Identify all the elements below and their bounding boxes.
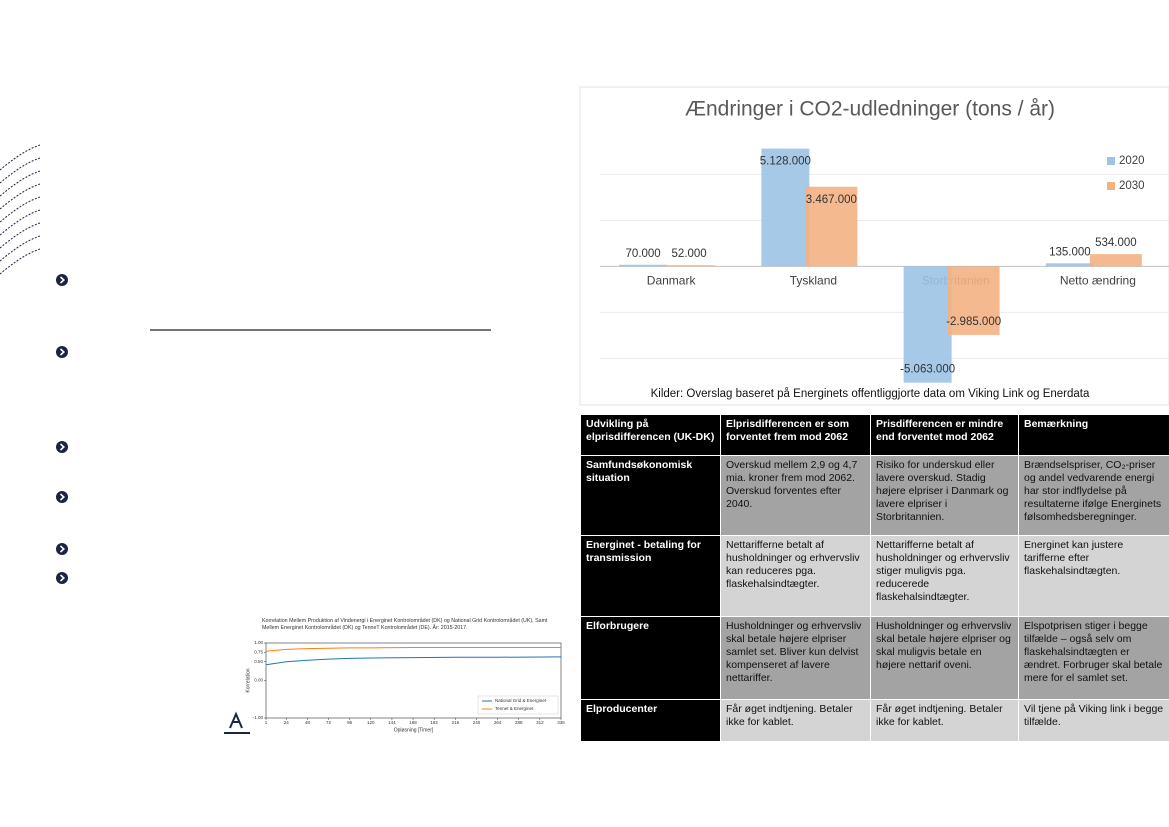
bullet [56, 441, 68, 453]
x-tick-label: 216 [452, 720, 460, 725]
table-row: Elforbrugere Husholdninger og erhvervsliv… [580, 616, 1169, 700]
decor-wave [0, 235, 41, 262]
x-tick-label: 120 [367, 720, 375, 725]
x-tick-label: 336 [557, 720, 565, 725]
value-label: 534.000 [1095, 237, 1137, 249]
header-cell: Bemærkning [1018, 414, 1169, 456]
x-tick-label: 96 [347, 720, 353, 725]
header-cell: Elprisdifferencen er som forventet frem … [720, 414, 871, 456]
table-cell: Får øget indtjening. Betaler ikke for ka… [720, 699, 871, 742]
x-tick-label: Netto ændring [1060, 274, 1136, 288]
x-tick-label: 72 [326, 720, 332, 725]
row-label: Elproducenter [580, 699, 721, 742]
bar [663, 265, 716, 267]
table-cell: Energinet kan justere tarifferne efter f… [1018, 535, 1169, 617]
x-tick-label: Tyskland [790, 274, 837, 288]
x-tick-label: 1 [265, 720, 268, 725]
table-row: Energinet - betaling for transmission Net… [580, 535, 1169, 617]
bullet [56, 491, 68, 503]
bar [619, 264, 668, 267]
table-cell: Brændselspriser, CO₂-priser og andel ved… [1018, 455, 1169, 536]
x-tick-label: 240 [473, 720, 481, 725]
table-row: Elproducenter Får øget indtjening. Betale… [580, 699, 1169, 742]
value-label: 5.128.000 [760, 156, 811, 168]
university-logo [224, 711, 250, 734]
bar [947, 266, 1000, 335]
table-header-row: Udvikling på elprisdifferencen (UK-DK) El… [580, 414, 1169, 456]
x-tick-label: 312 [536, 720, 544, 725]
table-cell: Overskud mellem 2,9 og 4,7 mia. kroner f… [720, 455, 871, 536]
legend-label: Tennet & Energinet [495, 706, 534, 711]
bullet [56, 346, 68, 358]
chart-note: Kilder: Overslag baseret på Energinets o… [651, 388, 1090, 400]
row-label: Energinet - betaling for transmission [580, 535, 721, 617]
decor-wave [0, 144, 41, 171]
table-cell: Vil tjene på Viking link i begge tilfæld… [1018, 699, 1169, 742]
table-cell: Nettarifferne betalt af husholdninger og… [720, 535, 871, 617]
comparison-table: Udvikling på elprisdifferencen (UK-DK) El… [580, 414, 1169, 742]
bar [761, 148, 810, 267]
bar [1045, 263, 1094, 267]
y-tick-label: -1.00 [253, 715, 264, 720]
y-tick-label: 1.00 [254, 640, 263, 645]
value-label: 3.467.000 [806, 194, 857, 206]
table-cell: Elspotprisen stiger i begge tilfælde – o… [1018, 616, 1169, 700]
table-cell: Får øget indtjening. Betaler ikke for ka… [870, 699, 1019, 742]
table-cell: Risiko for underskud eller lavere oversk… [870, 455, 1019, 536]
y-tick-label: 0.50 [254, 659, 263, 664]
legend-label: 2030 [1119, 180, 1145, 192]
decor-wave [0, 222, 41, 249]
bullets [56, 274, 68, 584]
value-label: -5.063.000 [900, 364, 955, 376]
y-axis-label: Korrelation [245, 668, 251, 692]
table-cell: Husholdninger og erhvervsliv skal betale… [720, 616, 871, 700]
chart-title: Ændringer i CO2-udledninger (tons / år) [685, 98, 1055, 121]
legend-label: 2020 [1119, 155, 1145, 167]
x-tick-label: Danmark [647, 274, 697, 288]
row-label: Elforbrugere [580, 616, 721, 700]
x-tick-label: 264 [494, 720, 502, 725]
bullet [56, 572, 68, 584]
table-cell: Nettarifferne betalt af husholdninger og… [870, 535, 1019, 617]
line-chart-title: Korrelation Mellem Produktion af Vindene… [262, 618, 548, 631]
row-label: Samfundsøkonomisk situation [580, 455, 721, 536]
x-tick-label: 168 [409, 720, 417, 725]
bar [903, 266, 952, 383]
value-label: 52.000 [672, 248, 707, 260]
decor-wave [0, 209, 41, 236]
decor-wave [0, 170, 41, 197]
value-label: 135.000 [1049, 246, 1091, 258]
value-label: 70.000 [626, 248, 661, 260]
table-cell: Husholdninger og erhvervsliv skal betale… [870, 616, 1019, 700]
value-label: -2.985.000 [946, 316, 1001, 328]
line [265, 647, 561, 652]
y-tick-label: 0.00 [254, 678, 263, 683]
decor-wave [0, 183, 41, 210]
y-tick-label: 0.75 [254, 650, 263, 655]
legend-label: National Grid & Energinet [495, 698, 547, 703]
line [265, 656, 562, 666]
bar [1089, 254, 1142, 267]
decor-wave [0, 248, 41, 275]
header-cell: Udvikling på elprisdifferencen (UK-DK) [580, 414, 721, 456]
header-cell: Prisdifferencen er mindre end forventet … [870, 414, 1019, 456]
table-row: Samfundsøkonomisk situation Overskud mell… [580, 455, 1169, 536]
x-tick-label: 144 [388, 720, 396, 725]
x-tick-label: 288 [515, 720, 523, 725]
bullet [56, 274, 68, 286]
decor-wave [0, 157, 41, 184]
x-tick-label: 192 [430, 720, 438, 725]
decor-wave [0, 196, 41, 223]
x-tick-label: 48 [305, 720, 311, 725]
legend-swatch [1107, 157, 1115, 165]
legend-box [477, 695, 559, 715]
bullet [56, 543, 68, 555]
x-axis-label: Opløsning [Timer] [394, 727, 434, 733]
x-tick-label: 24 [284, 720, 290, 725]
legend-swatch [1107, 182, 1115, 190]
bar [805, 186, 858, 267]
chart-frame [579, 86, 1169, 406]
